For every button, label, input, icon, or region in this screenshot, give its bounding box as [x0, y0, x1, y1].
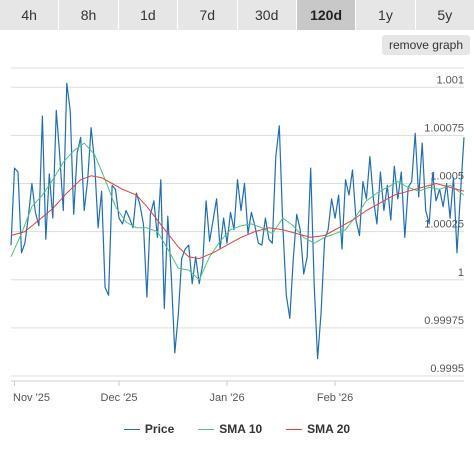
y-tick-label: 1.001	[436, 74, 464, 86]
legend-item-price[interactable]: Price	[123, 422, 175, 436]
x-tick-label: Feb '26	[317, 392, 353, 404]
tab-8h[interactable]: 8h	[59, 0, 119, 30]
y-axis-labels: 1.001 1.00075 1.0005 1.00025 1 0.99975 0.9995	[424, 74, 464, 375]
x-axis: Nov '25 Dec '25 Jan '26 Feb '26	[11, 380, 464, 404]
legend-label-price: Price	[144, 422, 175, 436]
legend-item-sma20[interactable]: SMA 20	[286, 422, 350, 436]
y-tick-label: 1.00025	[424, 219, 464, 231]
series-line-sma10	[10, 142, 465, 281]
tab-30d[interactable]: 30d	[237, 0, 297, 30]
x-tick-label: Nov '25	[13, 392, 50, 404]
grid-lines	[11, 67, 464, 377]
tab-1y[interactable]: 1y	[356, 0, 416, 30]
tab-7d[interactable]: 7d	[178, 0, 238, 30]
legend-item-sma10[interactable]: SMA 10	[198, 422, 262, 436]
tab-1d[interactable]: 1d	[118, 0, 179, 30]
legend-swatch-sma10	[198, 428, 215, 430]
legend-swatch-price	[123, 428, 140, 430]
legend-label-sma20: SMA 20	[307, 422, 351, 436]
series-line-sma20	[10, 175, 465, 260]
remove-graph-button[interactable]: remove graph	[381, 35, 470, 55]
chart-legend: Price SMA 10 SMA 20	[0, 420, 474, 438]
y-tick-label: 0.99975	[424, 315, 464, 327]
series-lines	[10, 82, 465, 360]
y-tick-label: 1	[458, 267, 464, 279]
timeframe-tabs: 4h 8h 1d 7d 30d 120d 1y 5y	[0, 0, 474, 30]
series-line-price	[10, 82, 465, 360]
tab-120d[interactable]: 120d	[296, 0, 357, 30]
tab-4h[interactable]: 4h	[0, 0, 60, 30]
legend-swatch-sma20	[286, 428, 303, 430]
tab-5y[interactable]: 5y	[415, 0, 474, 30]
price-chart: 1.0011.000751.00051.0002510.999750.9995 …	[10, 67, 465, 404]
legend-label-sma10: SMA 10	[219, 422, 263, 436]
y-tick-label: 1.00075	[424, 122, 464, 134]
x-tick-label: Dec '25	[101, 392, 138, 404]
y-tick-label: 1.0005	[430, 171, 464, 183]
y-tick-label: 0.9995	[430, 363, 464, 375]
x-tick-label: Jan '26	[209, 392, 244, 404]
